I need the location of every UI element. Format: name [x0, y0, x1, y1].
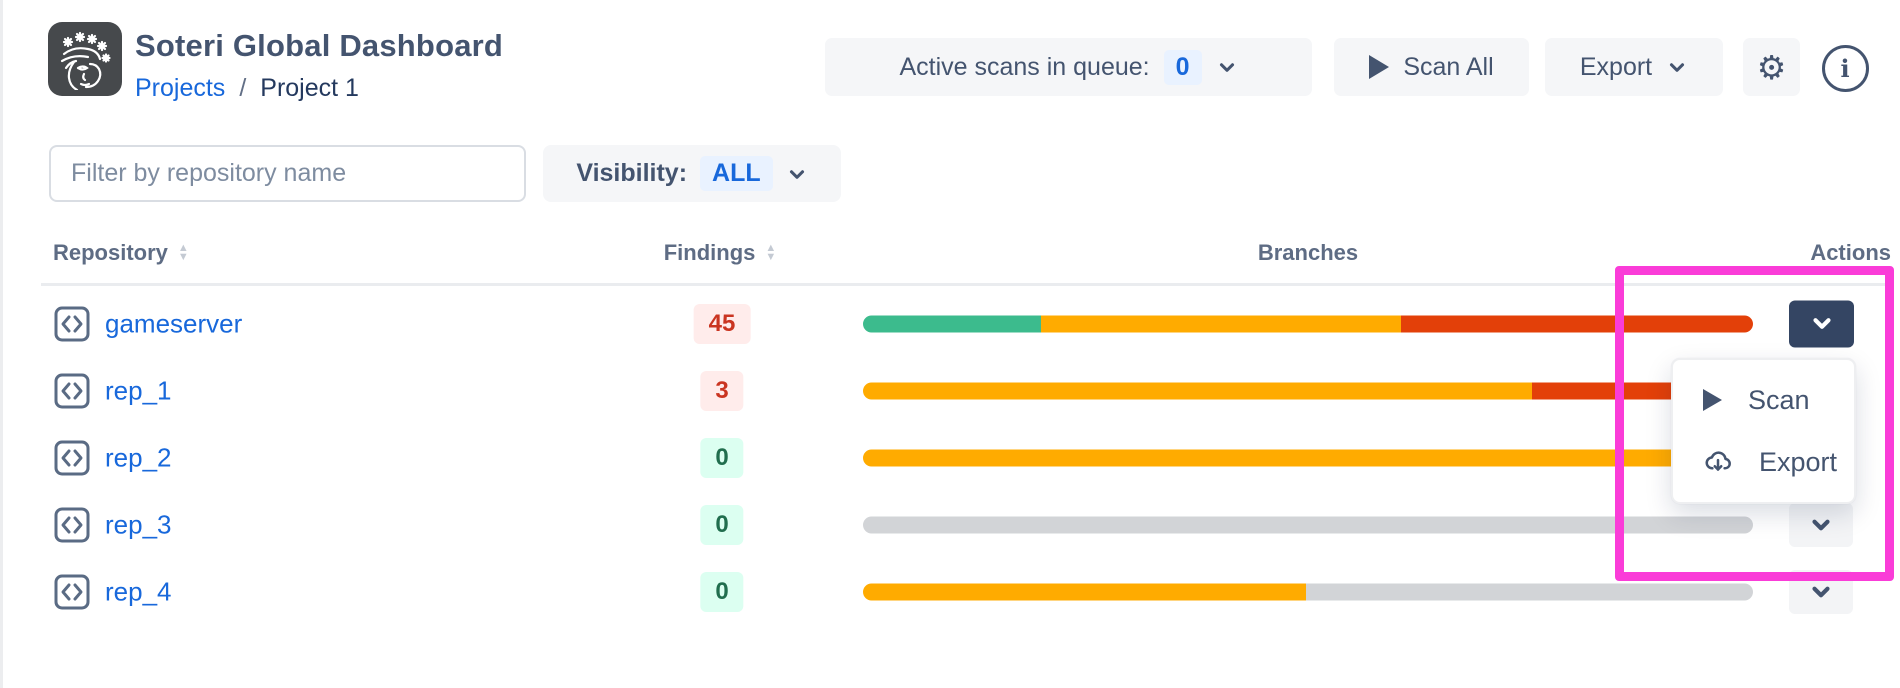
- row-actions-button[interactable]: [1789, 300, 1854, 347]
- soteri-logo-art: [60, 31, 111, 90]
- chevron-down-icon: [1666, 56, 1688, 78]
- branch-segment-yellow: [1041, 315, 1401, 332]
- menu-item-scan-label: Scan: [1748, 384, 1810, 415]
- table-header-divider: [41, 283, 1891, 286]
- scan-all-label: Scan All: [1403, 52, 1494, 81]
- visibility-label: Visibility:: [576, 159, 688, 187]
- branches-bar: [863, 382, 1753, 399]
- visibility-dropdown[interactable]: Visibility: ALL: [543, 145, 841, 202]
- scan-all-button[interactable]: Scan All: [1334, 38, 1529, 96]
- branches-bar: [863, 315, 1753, 332]
- repository-link[interactable]: rep_3: [105, 509, 172, 539]
- findings-badge: 3: [700, 370, 744, 411]
- branches-bar: [863, 583, 1753, 600]
- breadcrumb-separator: /: [239, 74, 247, 102]
- branch-segment-gray: [863, 516, 1753, 533]
- branches-bar: [863, 516, 1753, 533]
- row-actions-button[interactable]: [1789, 502, 1853, 547]
- repository-code-icon: [53, 439, 91, 477]
- repository-link[interactable]: rep_2: [105, 442, 172, 472]
- findings-badge: 45: [693, 303, 751, 344]
- branch-segment-green: [863, 315, 1041, 332]
- table-row: rep_2 0: [3, 424, 1900, 491]
- repository-code-icon: [53, 305, 91, 343]
- branch-segment-yellow: [863, 449, 1753, 466]
- info-button[interactable]: i: [1820, 43, 1870, 93]
- table-row: gameserver 45: [3, 290, 1900, 357]
- branch-segment-gray: [1306, 583, 1753, 600]
- chevron-down-icon: [1808, 579, 1834, 605]
- menu-item-export-label: Export: [1759, 446, 1838, 477]
- findings-badge: 0: [700, 571, 744, 612]
- repository-code-icon: [53, 573, 91, 611]
- repository-link[interactable]: rep_4: [105, 576, 172, 606]
- info-icon: i: [1821, 44, 1869, 92]
- sort-icon[interactable]: ▲ ▼: [765, 242, 777, 263]
- active-scans-queue-dropdown[interactable]: Active scans in queue: 0: [825, 38, 1312, 96]
- column-header-actions: Actions: [1810, 240, 1891, 265]
- export-label: Export: [1579, 52, 1653, 81]
- row-actions-button[interactable]: [1789, 569, 1853, 614]
- actions-menu-popup: Scan Export: [1671, 358, 1856, 504]
- repository-filter-input[interactable]: [49, 145, 526, 202]
- chevron-down-icon: [1216, 56, 1238, 78]
- chevron-down-icon: [1808, 512, 1834, 538]
- branch-segment-yellow: [863, 382, 1533, 399]
- queue-label: Active scans in queue:: [899, 52, 1150, 81]
- column-header-branches: Branches: [1257, 240, 1359, 265]
- breadcrumb: Projects / Project 1: [135, 74, 359, 103]
- queue-count-badge: 0: [1163, 49, 1202, 85]
- play-icon: [1703, 389, 1722, 411]
- table-row: rep_1 3: [3, 357, 1900, 424]
- branches-bar: [863, 449, 1753, 466]
- menu-item-export[interactable]: Export: [1673, 434, 1854, 490]
- branch-segment-yellow: [863, 583, 1307, 600]
- repository-link[interactable]: rep_1: [105, 375, 172, 405]
- table-row: rep_3 0: [3, 491, 1900, 558]
- column-header-findings[interactable]: Findings ▲ ▼: [663, 240, 777, 265]
- breadcrumb-current: Project 1: [260, 74, 359, 102]
- visibility-value-badge: ALL: [700, 156, 773, 191]
- findings-badge: 0: [700, 504, 744, 545]
- breadcrumb-projects-link[interactable]: Projects: [135, 74, 226, 102]
- table-row: rep_4 0: [3, 558, 1900, 625]
- soteri-logo: [48, 22, 122, 96]
- repository-code-icon: [53, 506, 91, 544]
- table-rows: gameserver 45 rep_1 3: [3, 290, 1900, 625]
- repository-link[interactable]: gameserver: [105, 308, 243, 338]
- findings-badge: 0: [700, 437, 744, 478]
- gear-icon: ⚙︎: [1756, 47, 1787, 87]
- settings-button[interactable]: ⚙︎: [1743, 38, 1800, 96]
- branch-segment-red: [1400, 315, 1753, 332]
- table-header: Repository ▲ ▼ Findings ▲ ▼ Branches Actio…: [3, 240, 1900, 276]
- menu-item-scan[interactable]: Scan: [1673, 372, 1854, 428]
- play-icon: [1369, 55, 1390, 79]
- column-header-repository[interactable]: Repository ▲ ▼: [53, 240, 189, 265]
- sort-icon[interactable]: ▲ ▼: [177, 242, 189, 263]
- repository-code-icon: [53, 372, 91, 410]
- export-dropdown-button[interactable]: Export: [1545, 38, 1723, 96]
- cloud-download-icon: [1703, 447, 1733, 477]
- chevron-down-icon: [786, 163, 808, 185]
- page-title: Soteri Global Dashboard: [135, 28, 504, 63]
- chevron-down-icon: [1809, 311, 1835, 337]
